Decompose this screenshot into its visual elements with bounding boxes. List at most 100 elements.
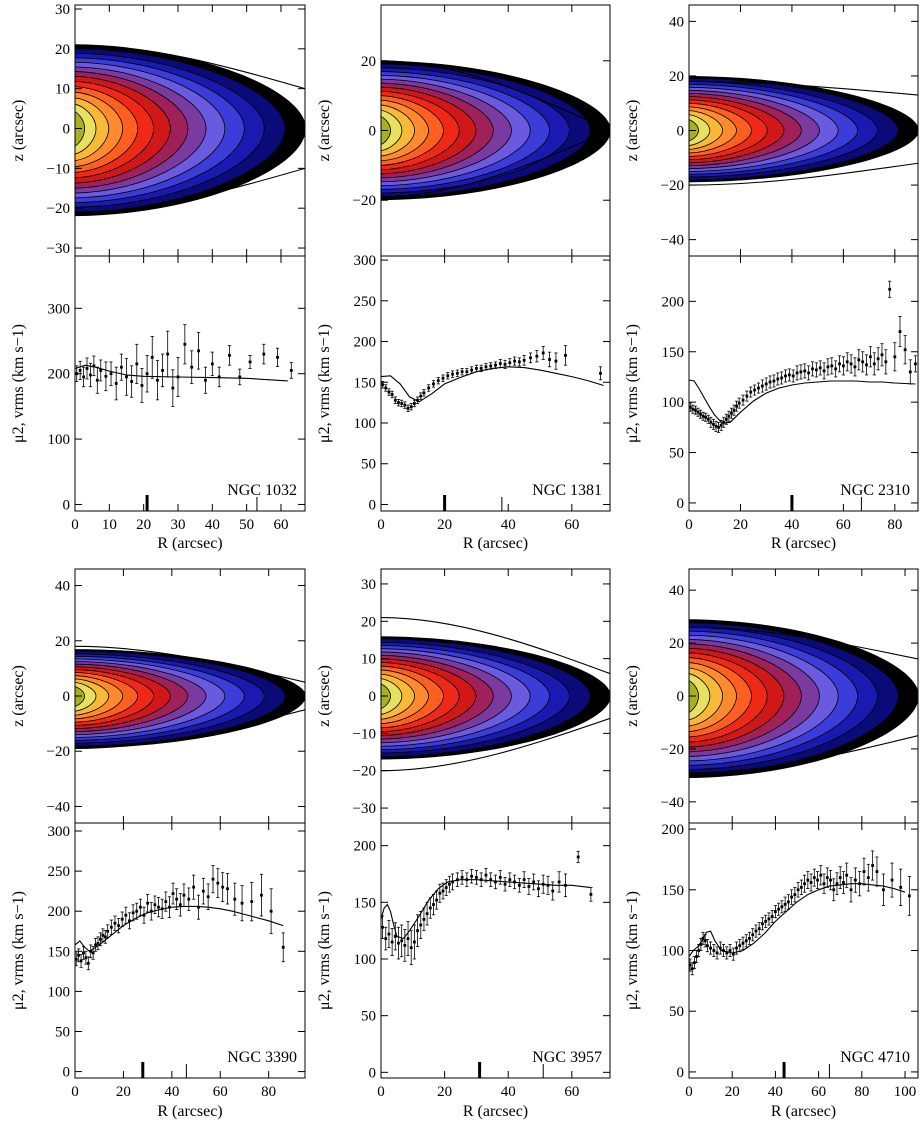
data-marker [390, 393, 394, 396]
y-tick-label: 50 [361, 457, 376, 473]
data-point [706, 414, 710, 424]
data-marker [564, 353, 567, 357]
y-tick-label: 250 [354, 294, 377, 310]
data-marker [130, 380, 134, 383]
data-point [876, 347, 880, 371]
radius-axis-title: R (arcsec) [157, 1103, 222, 1120]
data-point [890, 862, 894, 898]
y-tick-label: 0 [677, 1065, 685, 1081]
data-point [479, 872, 483, 887]
data-point [240, 885, 244, 922]
y-tick-label: 40 [669, 583, 684, 599]
data-marker [455, 878, 459, 882]
data-point [701, 931, 705, 945]
x-tick-label: 0 [377, 1084, 385, 1100]
data-marker [806, 878, 810, 882]
data-marker [384, 937, 388, 940]
y-tick-label: 200 [354, 839, 377, 855]
y-tick-label: 50 [669, 1004, 684, 1020]
data-marker [89, 949, 93, 953]
data-marker [767, 917, 771, 921]
data-marker [764, 382, 768, 386]
data-point [893, 342, 897, 372]
kinematics-frame [380, 822, 611, 1079]
z-axis-title: z (arcsec) [10, 100, 27, 162]
data-marker [893, 355, 897, 359]
data-point [764, 377, 768, 391]
data-marker [761, 922, 764, 926]
data-marker [532, 880, 536, 884]
data-point [225, 873, 230, 905]
data-marker [835, 882, 839, 886]
data-marker [727, 414, 731, 418]
data-marker [381, 925, 384, 929]
data-marker [153, 903, 157, 907]
data-point [106, 924, 110, 939]
data-point [403, 929, 407, 962]
data-marker [799, 370, 803, 374]
data-marker [171, 892, 175, 895]
data-point [691, 404, 695, 414]
data-point [233, 882, 237, 916]
data-marker [522, 358, 526, 362]
data-marker [178, 903, 182, 907]
x-tick-label: 0 [685, 517, 693, 533]
data-point [196, 332, 201, 370]
data-point [709, 416, 713, 428]
data-point [828, 869, 833, 891]
data-point [140, 368, 144, 403]
data-marker [146, 901, 150, 905]
y-tick-label: 30 [55, 2, 70, 18]
data-point [835, 872, 839, 896]
data-point [806, 871, 810, 889]
data-marker [119, 365, 123, 369]
model-isophote-top [381, 60, 610, 132]
data-marker [99, 369, 103, 372]
data-marker [842, 881, 845, 884]
data-point [81, 946, 86, 960]
data-marker [845, 360, 849, 364]
data-marker [697, 949, 701, 952]
y-tick-label: 0 [63, 122, 71, 138]
data-point [704, 412, 708, 422]
data-point [155, 360, 159, 401]
data-marker [695, 955, 698, 958]
data-point [503, 359, 507, 369]
velocity-axis-title: μ2, vrms (km s−1) [316, 891, 333, 1010]
data-marker [907, 894, 911, 898]
data-marker [699, 412, 702, 416]
data-point [734, 941, 739, 955]
data-marker [786, 900, 790, 904]
data-marker [868, 355, 872, 359]
data-marker [427, 386, 431, 390]
data-point [92, 355, 96, 377]
data-marker [465, 370, 469, 374]
data-marker [96, 941, 100, 945]
data-point [153, 895, 157, 915]
data-marker [694, 408, 697, 412]
data-marker [732, 408, 736, 412]
data-marker [829, 878, 832, 882]
data-point [406, 921, 410, 956]
data-point [857, 349, 861, 371]
data-point [183, 324, 187, 365]
data-point [201, 877, 205, 905]
x-tick-label: 80 [854, 1084, 869, 1100]
data-point [725, 946, 729, 960]
data-point [688, 402, 692, 412]
data-marker [830, 364, 834, 368]
data-marker [737, 401, 741, 405]
data-marker [731, 952, 735, 956]
data-marker [722, 420, 726, 424]
kinematics-frame [380, 255, 611, 512]
data-marker [862, 870, 866, 873]
data-marker [853, 878, 857, 882]
data-point [281, 932, 285, 963]
data-point [688, 958, 692, 972]
data-marker [109, 925, 113, 929]
data-point [431, 894, 436, 916]
data-point [409, 403, 413, 411]
data-point [160, 353, 165, 388]
data-marker [289, 369, 293, 372]
